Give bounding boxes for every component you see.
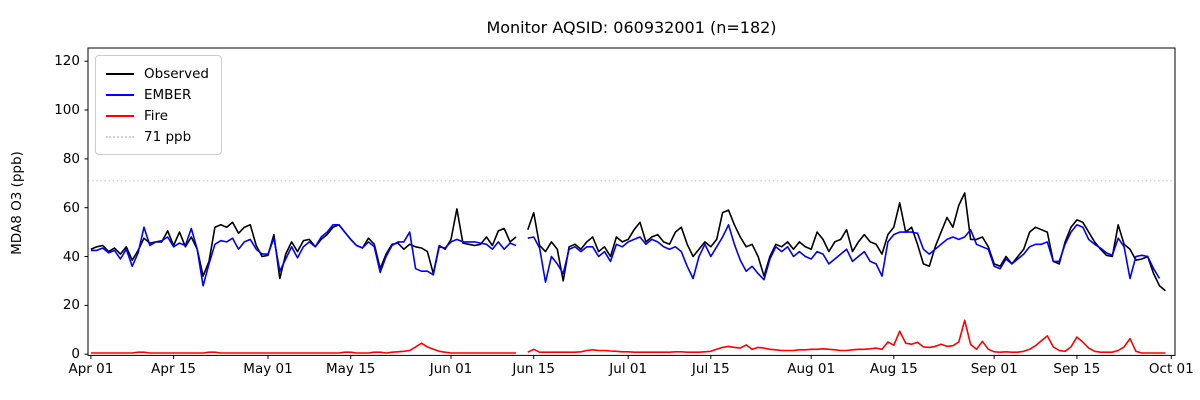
x-tick-label: Jul 01 [609, 361, 648, 377]
legend-line-swatch [106, 93, 134, 96]
x-tick-label: Sep 15 [1053, 361, 1101, 377]
y-tick-label: 120 [54, 53, 80, 70]
x-tick-label: May 15 [325, 361, 376, 377]
x-tick-label: Sep 01 [970, 361, 1018, 377]
x-tick-label: Oct 01 [1148, 361, 1194, 377]
y-tick-label: 0 [71, 346, 80, 363]
x-tick-label: Jun 15 [512, 361, 555, 377]
plot-frame [87, 47, 1176, 356]
series-line-observed [90, 192, 1166, 292]
x-tick-label: May 01 [243, 361, 293, 377]
y-tick-label: 20 [62, 297, 80, 314]
x-tick-label: Apr 01 [68, 361, 114, 377]
legend-line-swatch [106, 135, 134, 138]
legend-item-fire: Fire [106, 105, 209, 126]
y-tick-label: 80 [62, 150, 80, 167]
series-line-ember [90, 224, 1161, 287]
legend-line-swatch [106, 114, 134, 117]
legend-label: Observed [144, 65, 209, 82]
series-line-fire [90, 319, 1166, 354]
legend-label: Fire [144, 107, 169, 124]
legend-label: 71 ppb [144, 128, 192, 145]
y-tick-label: 100 [54, 102, 80, 118]
legend-item-observed: Observed [106, 63, 209, 84]
legend-label: EMBER [144, 86, 192, 103]
x-tick-label: Jun 01 [429, 361, 473, 377]
legend: Observed EMBER Fire 71 ppb [95, 55, 222, 155]
x-tick-label: Aug 15 [869, 361, 918, 377]
x-tick-label: Jul 15 [691, 361, 730, 377]
y-tick-label: 40 [62, 248, 80, 265]
legend-line-swatch [106, 72, 134, 75]
legend-item-ember: EMBER [106, 84, 209, 105]
y-axis-label: MDA8 O3 (ppb) [9, 151, 25, 255]
x-tick-label: Aug 01 [787, 361, 836, 377]
legend-item-71-ppb: 71 ppb [106, 126, 209, 147]
x-tick-label: Apr 15 [151, 361, 197, 377]
y-tick-label: 60 [62, 199, 80, 216]
chart-title: Monitor AQSID: 060932001 (n=182) [486, 18, 777, 37]
